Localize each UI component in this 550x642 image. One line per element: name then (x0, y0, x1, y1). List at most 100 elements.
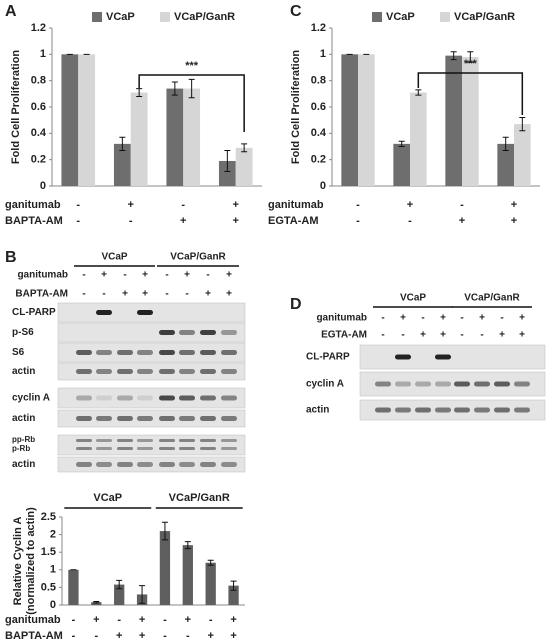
treatment-label: ganitumab (268, 199, 324, 211)
blot-band (179, 439, 195, 442)
treatment-sign: - (381, 313, 384, 324)
y-tick-label: 0 (320, 180, 326, 192)
blot-band (117, 447, 133, 450)
legend-label: VCaP/GanR (454, 11, 515, 23)
bar (497, 143, 514, 186)
blot-band (494, 381, 510, 387)
blot-row-label: actin (12, 366, 35, 377)
blot-band (474, 407, 490, 413)
blot-band (200, 462, 216, 467)
blot-band (221, 395, 237, 401)
treatment-sign: - (206, 270, 209, 281)
blot-row-label: CL-PARP (12, 307, 56, 318)
treatment-sign: + (184, 270, 190, 281)
bar (514, 124, 531, 186)
treatment-sign: - (480, 330, 483, 341)
blot-band (96, 439, 112, 442)
blot-band (200, 416, 216, 421)
treatment-sign: + (400, 313, 406, 324)
treatment-sign: - (123, 270, 126, 281)
treatment-sign: - (82, 289, 85, 300)
error-bar (519, 117, 526, 132)
panel-letter: B (5, 249, 17, 266)
blot-band (395, 407, 411, 413)
bar (341, 54, 358, 187)
error-bar (415, 89, 422, 96)
treatment-sign: + (139, 614, 145, 626)
treatment-sign: - (209, 614, 213, 626)
error-bar (241, 143, 248, 153)
panel-letter: D (290, 296, 302, 313)
blot-band (137, 350, 153, 355)
blot-band (96, 369, 112, 374)
blot-band (200, 395, 216, 401)
bar (114, 584, 125, 605)
group-label: VCaP/GanR (170, 252, 226, 263)
blot-band (454, 407, 470, 413)
blot-band (200, 447, 216, 450)
treatment-sign: - (185, 289, 188, 300)
blot-band (76, 395, 92, 401)
treatment-sign: - (72, 614, 76, 626)
blot-band (76, 350, 92, 355)
treatment-sign: + (440, 313, 446, 324)
blot-band (96, 395, 112, 401)
treatment-sign: - (72, 630, 76, 642)
blot-band (137, 369, 153, 374)
y-tick-label: 0.6 (31, 101, 46, 113)
blot-row-label: S6 (12, 347, 25, 358)
treatment-sign: + (511, 199, 517, 211)
blot-band (159, 395, 175, 401)
error-bar (207, 559, 214, 566)
bar (358, 54, 375, 187)
treatment-sign: - (165, 270, 168, 281)
treatment-sign: - (500, 313, 503, 324)
treatment-sign: + (101, 270, 107, 281)
treatment-sign: - (76, 199, 80, 211)
legend-swatch (440, 12, 450, 22)
blot-band (200, 330, 216, 335)
blot-band (375, 381, 391, 387)
blot-band (221, 439, 237, 442)
blot-band (200, 439, 216, 442)
bar (228, 585, 239, 605)
treatment-sign: + (233, 215, 239, 227)
treatment-sign: - (356, 215, 360, 227)
y-tick-label: 0.4 (31, 127, 47, 139)
blot-band (76, 462, 92, 467)
blot-band (221, 416, 237, 421)
blot-row-label: CL-PARP (306, 352, 350, 363)
treatment-sign: + (180, 215, 186, 227)
blot-band (179, 350, 195, 355)
error-bar (184, 541, 191, 550)
error-bar (139, 585, 146, 604)
group-label: VCaP (400, 293, 426, 304)
treatment-sign: - (165, 289, 168, 300)
treatment-sign: + (499, 330, 505, 341)
bar (130, 92, 148, 186)
blot-band (179, 330, 195, 335)
treatment-label: ganitumab (5, 199, 61, 211)
treatment-sign: + (139, 630, 145, 642)
error-bar (502, 136, 509, 151)
blot-band (395, 354, 411, 360)
treatment-sign: + (519, 313, 525, 324)
blot-band (395, 381, 411, 387)
blot-band (159, 439, 175, 442)
treatment-label: ganitumab (5, 614, 61, 626)
blot-band (76, 439, 92, 442)
bar (78, 54, 96, 187)
blot-band (435, 354, 451, 360)
error-bar (398, 140, 405, 147)
blot-band (435, 381, 451, 387)
treatment-sign: + (226, 289, 232, 300)
treatment-sign: + (407, 199, 413, 211)
bar (393, 143, 410, 186)
blot-band (435, 407, 451, 413)
blot-band (159, 350, 175, 355)
blot-band (159, 462, 175, 467)
error-bar (224, 149, 231, 173)
treatment-sign: + (479, 313, 485, 324)
y-tick-label: 1 (320, 48, 326, 60)
group-label: VCaP/GanR (464, 293, 520, 304)
